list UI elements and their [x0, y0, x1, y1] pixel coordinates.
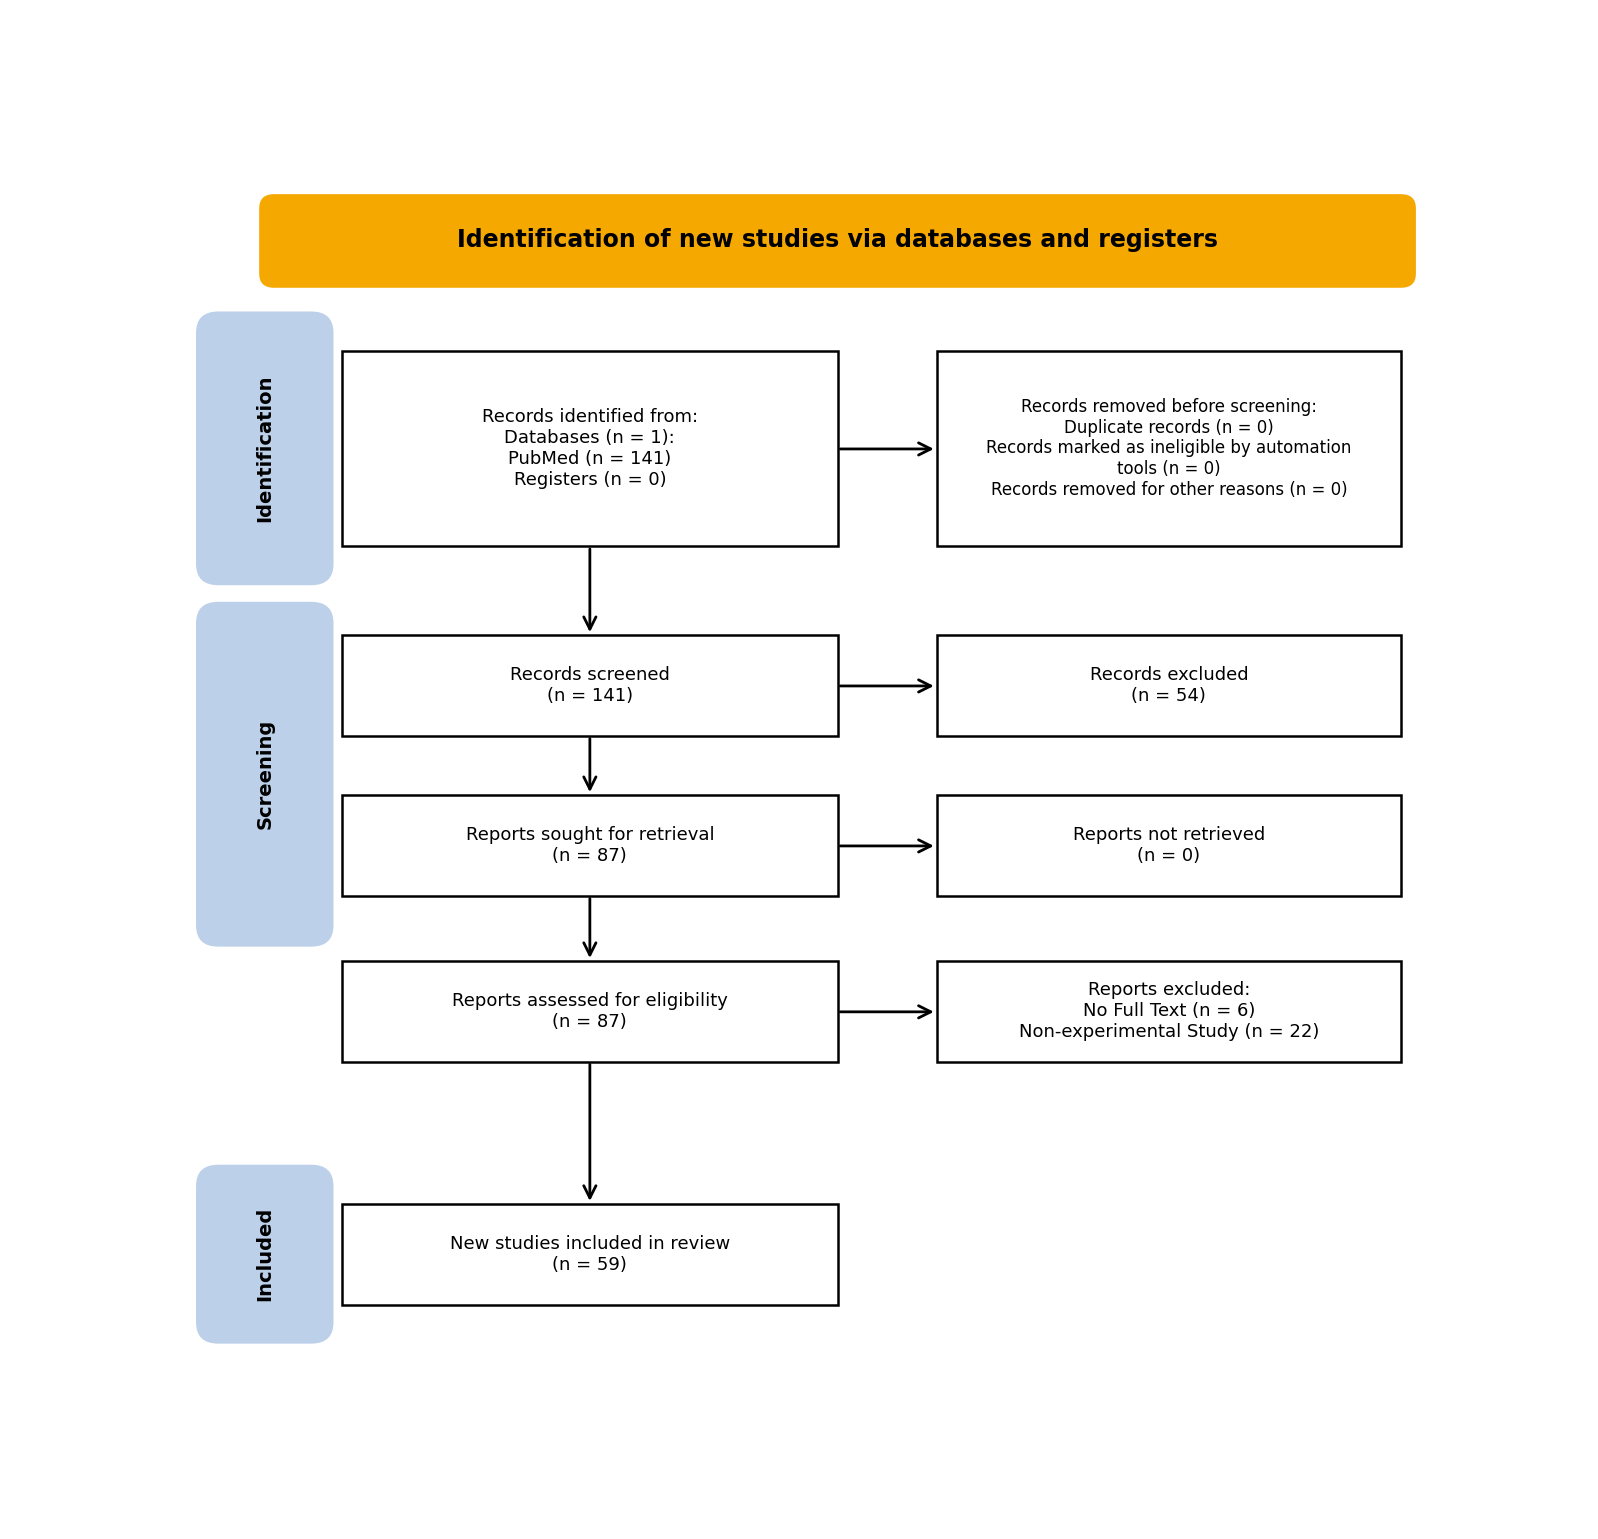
- FancyBboxPatch shape: [936, 351, 1401, 546]
- FancyBboxPatch shape: [936, 960, 1401, 1062]
- Text: Records identified from:
Databases (n = 1):
PubMed (n = 141)
Registers (n = 0): Records identified from: Databases (n = …: [483, 408, 698, 488]
- FancyBboxPatch shape: [936, 636, 1401, 736]
- Text: Reports sought for retrieval
(n = 87): Reports sought for retrieval (n = 87): [465, 826, 714, 865]
- FancyBboxPatch shape: [197, 311, 334, 585]
- Text: Identification: Identification: [256, 374, 275, 522]
- Text: Reports not retrieved
(n = 0): Reports not retrieved (n = 0): [1072, 826, 1266, 865]
- FancyBboxPatch shape: [342, 636, 837, 736]
- Text: Identification of new studies via databases and registers: Identification of new studies via databa…: [457, 228, 1218, 252]
- Text: Included: Included: [256, 1207, 275, 1302]
- FancyBboxPatch shape: [197, 1165, 334, 1344]
- FancyBboxPatch shape: [342, 1203, 837, 1305]
- Text: New studies included in review
(n = 59): New studies included in review (n = 59): [449, 1234, 730, 1274]
- FancyBboxPatch shape: [936, 796, 1401, 896]
- Text: Reports excluded:
No Full Text (n = 6)
Non-experimental Study (n = 22): Reports excluded: No Full Text (n = 6) N…: [1018, 982, 1318, 1040]
- FancyBboxPatch shape: [342, 351, 837, 546]
- Text: Records removed before screening:
Duplicate records (n = 0)
Records marked as in: Records removed before screening: Duplic…: [986, 397, 1352, 499]
- Text: Records excluded
(n = 54): Records excluded (n = 54): [1090, 666, 1248, 705]
- FancyBboxPatch shape: [197, 602, 334, 946]
- Text: Screening: Screening: [256, 719, 275, 830]
- FancyBboxPatch shape: [259, 194, 1416, 288]
- Text: Reports assessed for eligibility
(n = 87): Reports assessed for eligibility (n = 87…: [452, 991, 727, 1031]
- FancyBboxPatch shape: [342, 796, 837, 896]
- FancyBboxPatch shape: [342, 960, 837, 1062]
- Text: Records screened
(n = 141): Records screened (n = 141): [510, 666, 670, 705]
